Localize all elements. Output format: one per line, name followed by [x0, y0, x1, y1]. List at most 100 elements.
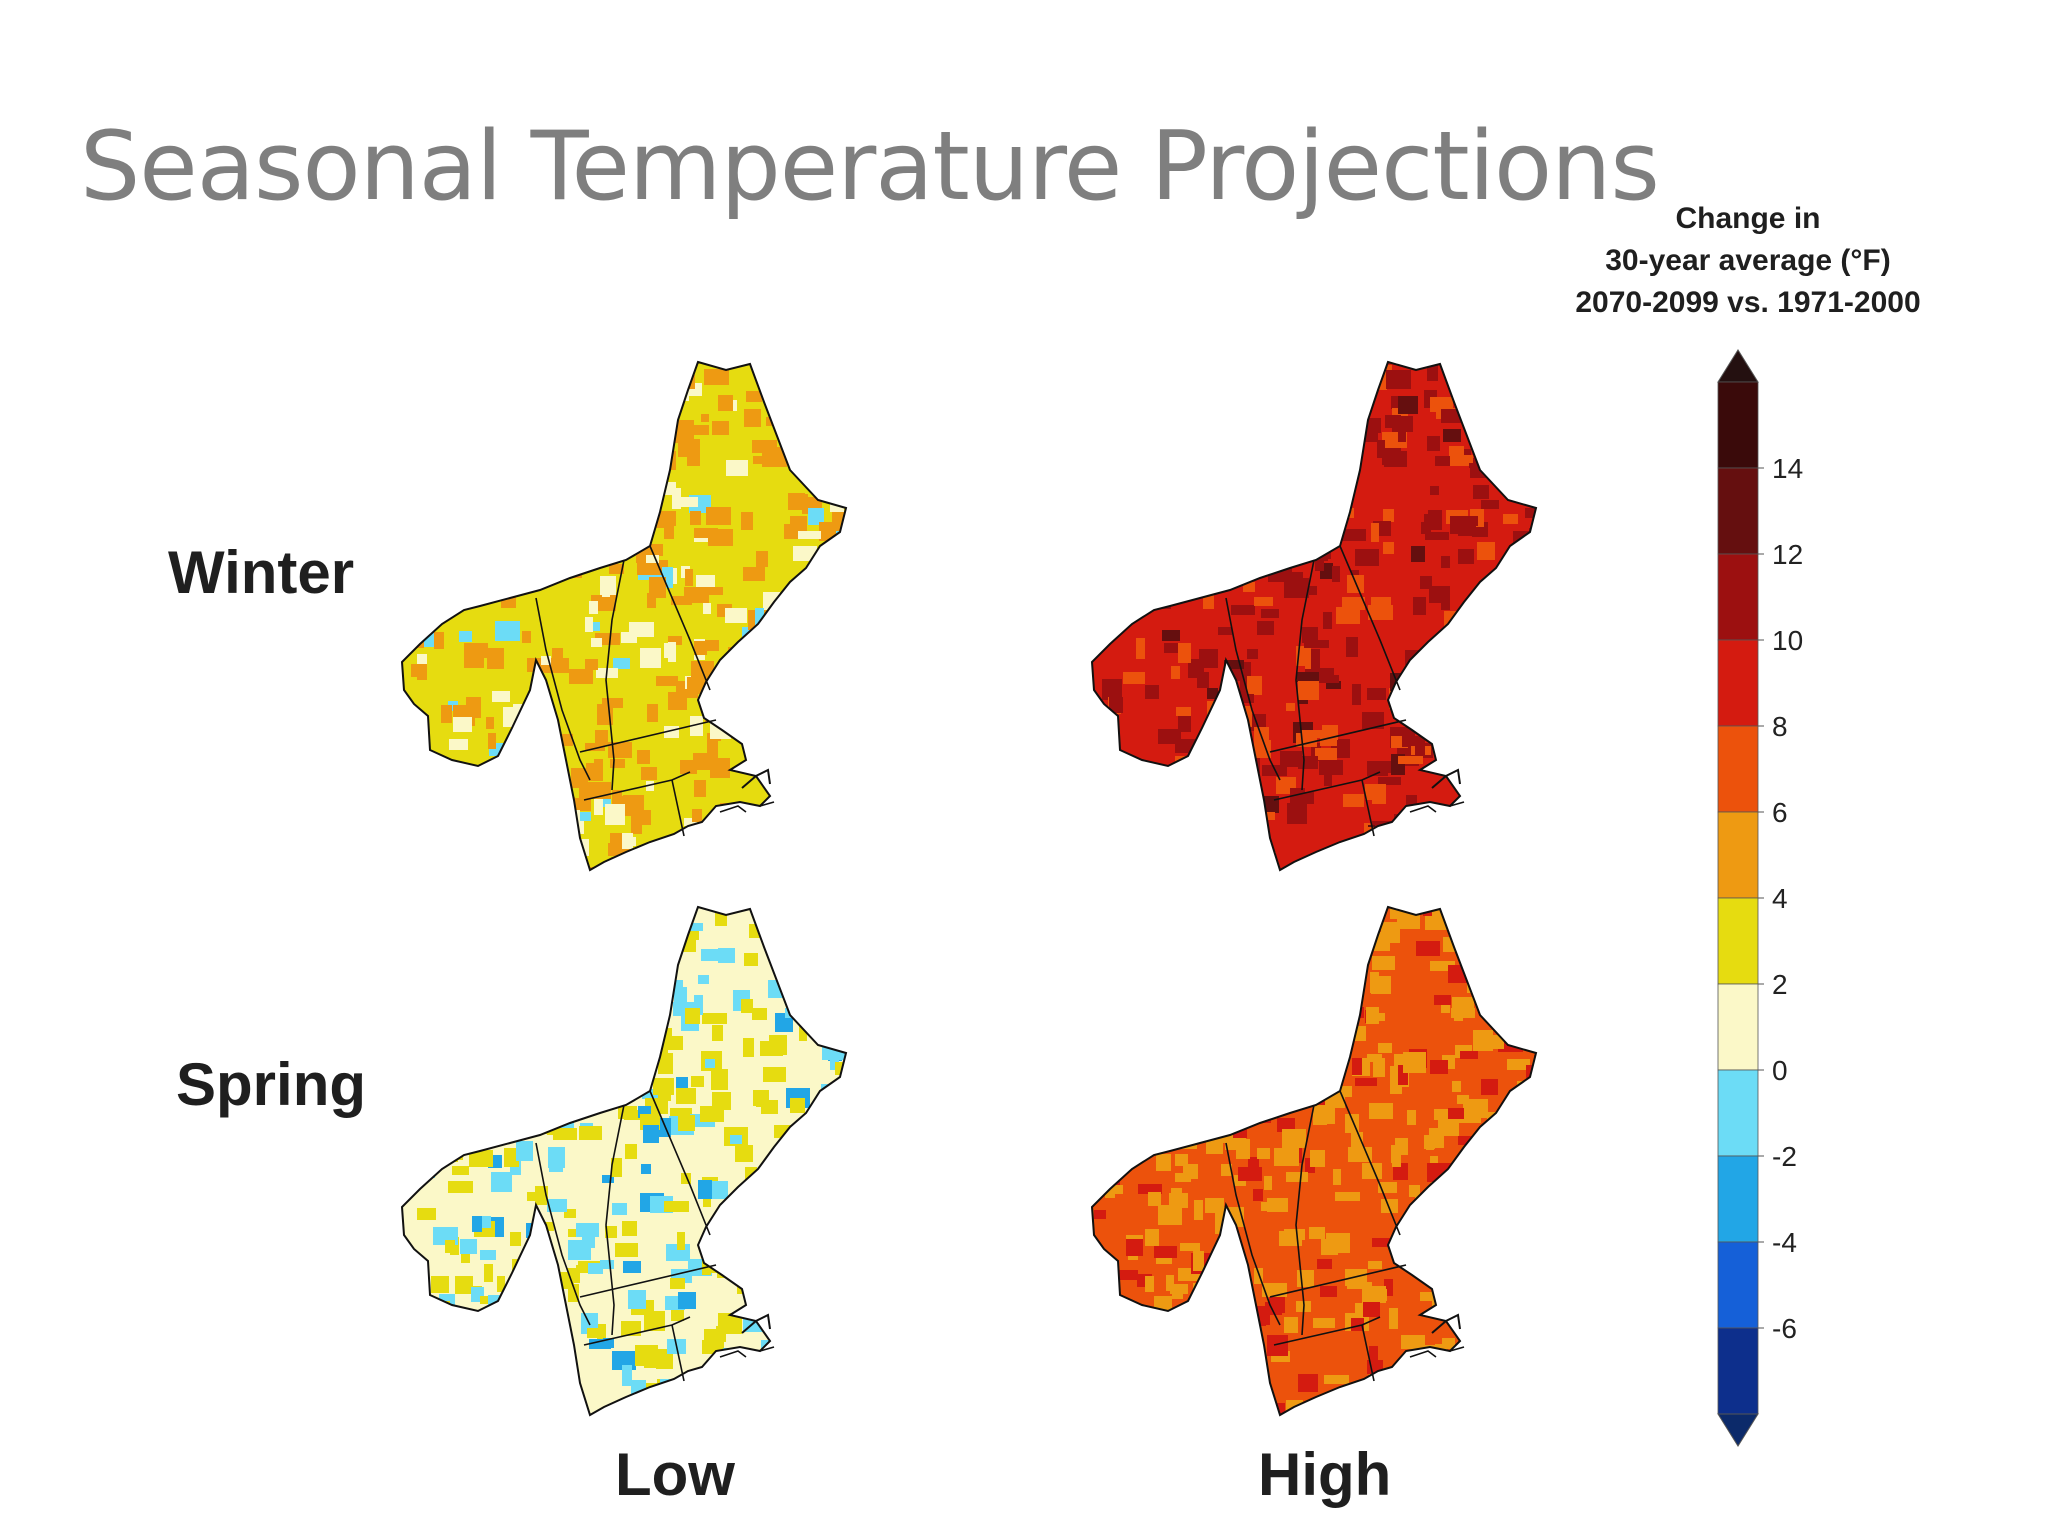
grid-cell [613, 658, 630, 669]
grid-cell [1424, 514, 1440, 528]
state-border [1339, 545, 1401, 691]
grid-cell [564, 1209, 576, 1218]
grid-cell [1393, 1163, 1408, 1180]
island-outline [759, 1346, 775, 1352]
grid-cell [631, 815, 642, 834]
grid-cell [1411, 546, 1425, 562]
grid-cell [830, 1057, 839, 1070]
grid-cell [641, 1164, 651, 1174]
grid-cell [1138, 1184, 1162, 1194]
grid-cell [1238, 1167, 1262, 1181]
grid-cell [594, 798, 603, 815]
grid-cell [1441, 556, 1450, 568]
grid-cell [1126, 1239, 1143, 1256]
legend-bin [1717, 1327, 1759, 1415]
grid-cell [1362, 712, 1384, 729]
grid-cell [647, 593, 656, 608]
grid-cell [664, 1201, 689, 1212]
grid-cell [417, 668, 427, 680]
grid-cell [568, 1284, 579, 1302]
grid-cell [1292, 586, 1317, 595]
grid-cell [1267, 1335, 1288, 1356]
grid-cell [579, 783, 590, 798]
grid-cell [1274, 1148, 1299, 1166]
grid-cell [1320, 1286, 1337, 1297]
grid-cell [1154, 1246, 1177, 1258]
grid-cell [678, 1292, 696, 1309]
state-border [649, 545, 711, 691]
grid-cell [1390, 908, 1403, 919]
grid-cell [799, 1023, 807, 1041]
grid-cell [694, 641, 707, 655]
grid-cell [1386, 370, 1411, 389]
grid-cell [784, 529, 804, 537]
island-outline [1449, 801, 1465, 807]
state-border [535, 1142, 591, 1326]
grid-cell [1340, 1086, 1352, 1097]
row-label-spring: Spring [176, 1051, 366, 1118]
grid-cell [1171, 666, 1180, 679]
grid-cell [1264, 1176, 1272, 1190]
grid-cell [621, 1321, 641, 1336]
grid-cell [585, 743, 605, 751]
grid-cell [1430, 486, 1439, 495]
state-border [1295, 559, 1315, 791]
grid-cell [1430, 1060, 1448, 1074]
grid-cell [684, 587, 709, 603]
grid-cell [1355, 1306, 1363, 1327]
grid-cell [702, 1013, 727, 1024]
grid-cell [459, 631, 472, 642]
grid-cell [677, 497, 698, 507]
grid-cell [646, 781, 654, 791]
grid-cell [1285, 572, 1303, 593]
grid-cell [830, 503, 844, 512]
legend-bin [1717, 639, 1759, 727]
grid-cell [1427, 436, 1440, 451]
grid-cell [692, 809, 702, 822]
grid-cell [1403, 1052, 1426, 1073]
legend-tick-label: 14 [1772, 453, 1803, 484]
grid-cell [1481, 1079, 1498, 1095]
grid-cell [1175, 739, 1195, 753]
grid-cell [522, 631, 531, 643]
grid-cell [1402, 736, 1423, 747]
grid-cell [635, 1345, 658, 1366]
legend-bin [1717, 811, 1759, 899]
legend-tick-label: -6 [1772, 1313, 1797, 1344]
grid-cell [684, 818, 697, 826]
grid-cell [821, 528, 833, 537]
grid-cell [579, 1126, 602, 1140]
grid-cell [1458, 521, 1476, 536]
grid-cell [1254, 1268, 1263, 1284]
grid-cell [1325, 675, 1339, 683]
state-border [605, 1104, 625, 1336]
grid-cell [696, 575, 715, 590]
grid-cell [417, 1208, 436, 1220]
grid-cell [1482, 1035, 1504, 1049]
grid-cell [1158, 1205, 1182, 1225]
grid-cell [725, 608, 747, 623]
grid-cell [704, 1329, 716, 1344]
grid-cell [1430, 961, 1455, 971]
grid-cell [680, 760, 697, 774]
grid-cell [1323, 612, 1332, 629]
grid-cell [591, 638, 602, 647]
grid-cell [1178, 643, 1191, 663]
grid-cell [610, 759, 625, 768]
grid-cell [541, 656, 551, 665]
grid-cell [1176, 707, 1191, 716]
grid-cell [694, 780, 706, 797]
grid-cell [1407, 1110, 1416, 1125]
grid-cell [1343, 794, 1364, 807]
grid-cell [585, 617, 593, 632]
grid-cell [464, 643, 488, 658]
grid-cell [1311, 649, 1320, 670]
grid-cell [1457, 1095, 1469, 1104]
grid-cell [495, 621, 520, 641]
grid-cell [1503, 514, 1518, 524]
grid-cell [1457, 1115, 1481, 1123]
grid-cell [576, 1265, 588, 1273]
grid-cell [1372, 1238, 1395, 1247]
